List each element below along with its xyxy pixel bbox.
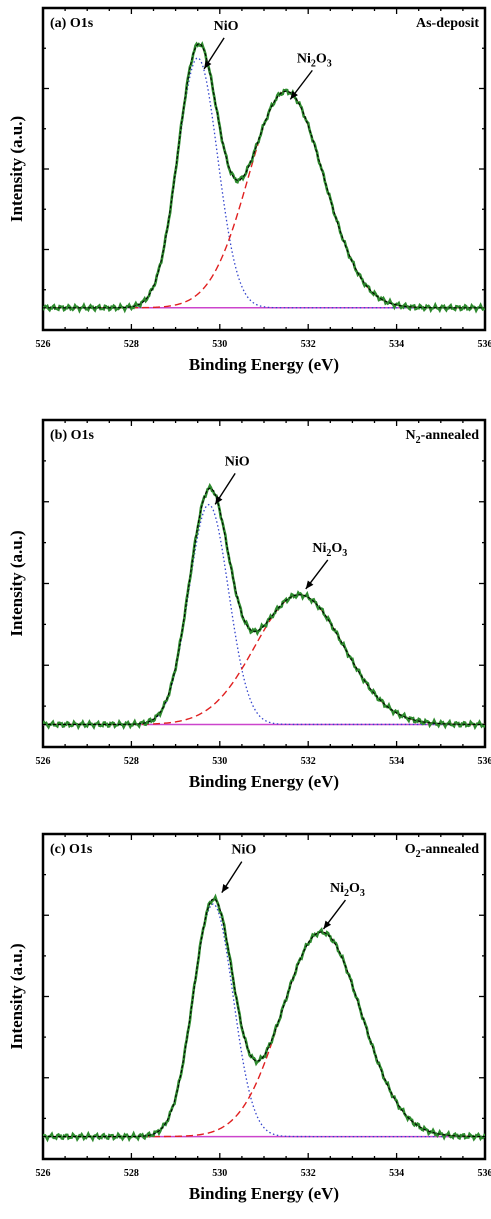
fit-envelope-curve (43, 487, 485, 725)
x-tick-label: 528 (124, 756, 139, 767)
condition-label: N2-annealed (406, 428, 480, 446)
chart-panel-3: 526 528 530 532 534 536 (c) O1s O2-annealed NiO N… (7, 832, 491, 1203)
x-tick-label: 528 (124, 339, 139, 350)
plot-frame (41, 6, 487, 332)
x-tick-label: 536 (478, 756, 491, 767)
fit-envelope-curve (43, 898, 485, 1138)
arrow-head (204, 60, 212, 69)
x-tick-label: 534 (389, 756, 404, 767)
nio-annotation: NiO (225, 454, 250, 469)
panel-title: (a) O1s (50, 16, 94, 31)
x-tick-label: 534 (389, 1168, 404, 1179)
panel-title: (c) O1s (50, 842, 93, 857)
y-axis-label: Intensity (a.u.) (7, 943, 26, 1049)
y-axis-label: Intensity (a.u.) (7, 530, 26, 636)
plot-frame (41, 832, 487, 1161)
x-tick-label: 534 (389, 339, 404, 350)
x-axis-label: Binding Energy (eV) (189, 772, 339, 791)
chart-panel-2: 526 528 530 532 534 536 (b) O1s N2-annealed NiO N… (7, 418, 491, 791)
x-axis-label: Binding Energy (eV) (189, 355, 339, 374)
arrow-head (290, 90, 298, 100)
condition-label: O2-annealed (405, 842, 479, 860)
plot-frame (41, 418, 487, 749)
condition-label: As-deposit (416, 16, 479, 31)
x-tick-label: 530 (212, 756, 227, 767)
fit-envelope-curve (43, 43, 485, 309)
ni2o3-component-curve (43, 931, 485, 1138)
arrow-head (323, 920, 332, 930)
x-tick-label: 526 (36, 756, 51, 767)
x-axis-label: Binding Energy (eV) (189, 1184, 339, 1203)
nio-annotation: NiO (231, 843, 256, 858)
y-axis-label: Intensity (a.u.) (7, 116, 26, 222)
ni2o3-annotation: Ni2O3 (312, 541, 347, 559)
nio-annotation: NiO (214, 19, 239, 34)
panel-title: (b) O1s (50, 428, 95, 443)
x-tick-label: 530 (212, 1168, 227, 1179)
x-tick-label: 526 (36, 1168, 51, 1179)
x-tick-label: 532 (301, 339, 316, 350)
measured-spectrum-curve (43, 482, 485, 731)
x-tick-label: 536 (478, 339, 491, 350)
chart-panel-1: 526 528 530 532 534 536 (a) O1s As-deposit NiO Ni… (7, 6, 491, 374)
x-tick-label: 528 (124, 1168, 139, 1179)
nio-component-curve (43, 503, 485, 726)
ni2o3-annotation: Ni2O3 (330, 881, 365, 899)
x-tick-label: 536 (478, 1168, 491, 1179)
measured-spectrum-curve (43, 893, 485, 1143)
x-tick-label: 530 (212, 339, 227, 350)
arrow-head (221, 884, 230, 893)
measured-spectrum-curve (43, 41, 485, 314)
ni2o3-annotation: Ni2O3 (297, 51, 332, 69)
x-tick-label: 532 (301, 1168, 316, 1179)
ni2o3-component-curve (43, 594, 485, 726)
nio-component-curve (43, 903, 485, 1138)
arrow-head (305, 580, 314, 589)
arrow-head (215, 495, 223, 505)
nio-component-curve (43, 57, 485, 309)
x-tick-label: 526 (36, 339, 51, 350)
x-tick-label: 532 (301, 756, 316, 767)
